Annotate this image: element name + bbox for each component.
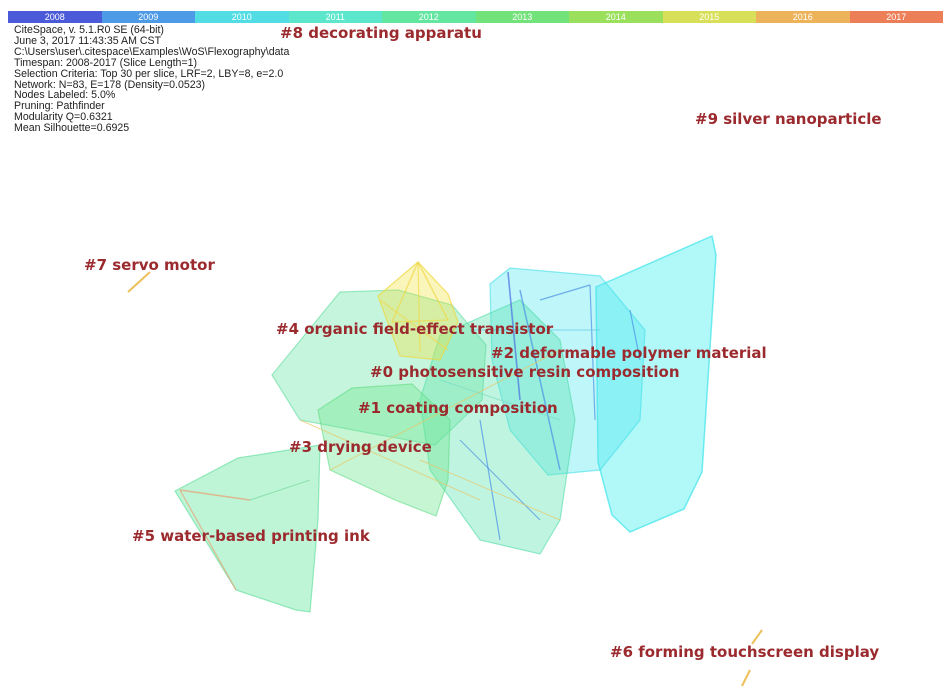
summary-line: CiteSpace, v. 5.1.R0 SE (64-bit) — [14, 24, 164, 36]
cluster-label-4: #4 organic field-effect transistor — [276, 320, 554, 338]
cluster-label-0: #0 photosensitive resin composition — [370, 363, 680, 381]
summary-line: Selection Criteria: Top 30 per slice, LR… — [14, 67, 284, 80]
cluster-label-2: #2 deformable polymer material — [491, 344, 767, 362]
timeline-year-2014: 2014 — [569, 11, 663, 23]
cluster-label-1: #1 coating composition — [358, 399, 558, 417]
cluster-label-6: #6 forming touchscreen display — [610, 643, 880, 661]
cluster-hull-1 — [317, 383, 451, 517]
summary-line: June 3, 2017 11:43:35 AM CST — [14, 34, 162, 47]
timeline-year-2016: 2016 — [756, 11, 850, 23]
timeline-year-2012: 2012 — [382, 11, 476, 23]
cluster-label-9: #9 silver nanoparticle — [695, 110, 882, 128]
timeline-year-2011: 2011 — [288, 11, 382, 23]
cluster-label-7: #7 servo motor — [84, 256, 215, 274]
summary-line: Pruning: Pathfinder — [14, 100, 105, 113]
cluster-hull-2 — [595, 234, 717, 533]
timeline-year-2013: 2013 — [475, 11, 569, 23]
summary-line: C:\Users\user\.citespace\Examples\WoS\Fl… — [14, 45, 290, 58]
cluster-hull-4 — [271, 289, 487, 446]
cluster-hull-5 — [174, 444, 321, 613]
summary-line: Nodes Labeled: 5.0% — [14, 89, 116, 102]
timeline-year-2015: 2015 — [662, 11, 756, 23]
cluster-6-edge-b — [741, 669, 751, 687]
cluster-label-3: #3 drying device — [289, 438, 432, 456]
cluster-label-5: #5 water-based printing ink — [132, 527, 370, 545]
timeline-color-bar: 2008 2009 2010 2011 2012 2013 2014 2015 2016 2017 — [8, 11, 943, 23]
timeline-year-2010: 2010 — [195, 11, 289, 23]
network-summary: CiteSpace, v. 5.1.R0 SE (64-bit) June 3, … — [14, 25, 289, 134]
summary-line: Modularity Q=0.6321 — [14, 111, 113, 124]
summary-line: Network: N=83, E=178 (Density=0.0523) — [14, 78, 206, 91]
cluster-6-edge — [751, 629, 763, 645]
cluster-hull-2b — [489, 267, 646, 476]
summary-line: Mean Silhouette=0.6925 — [14, 122, 130, 135]
summary-line: Timespan: 2008-2017 (Slice Length=1) — [14, 56, 198, 69]
cluster-label-8: #8 decorating apparatu — [280, 24, 482, 42]
timeline-year-2009: 2009 — [101, 11, 195, 23]
cluster-7-edge — [127, 271, 151, 293]
timeline-year-2017: 2017 — [849, 11, 943, 23]
timeline-year-2008: 2008 — [8, 11, 102, 23]
